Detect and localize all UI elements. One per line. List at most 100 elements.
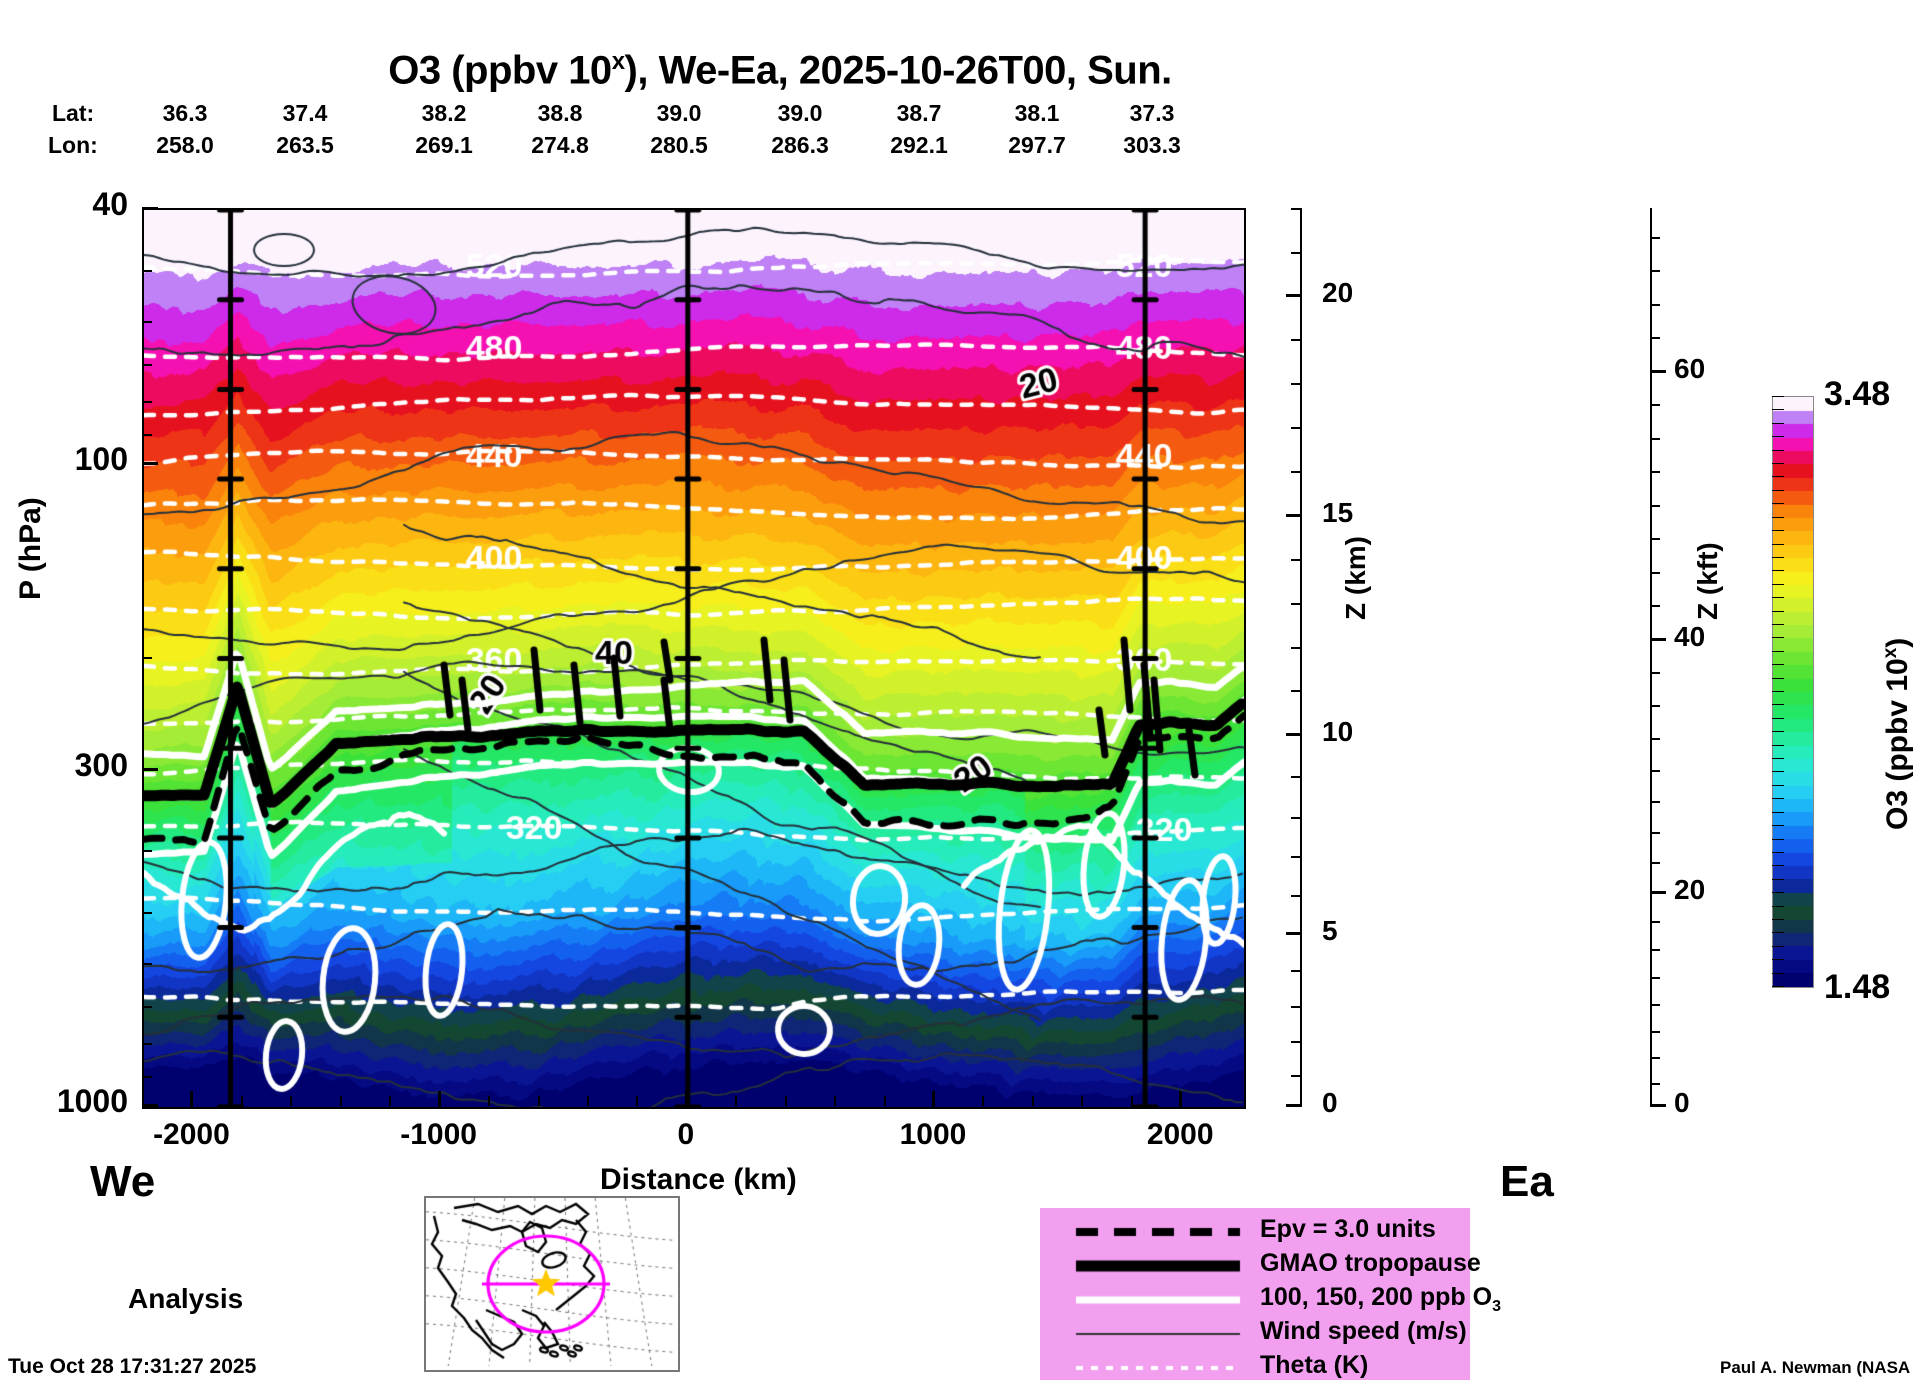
colorbar-tick — [1772, 436, 1784, 438]
lon-value: 263.5 — [276, 132, 334, 158]
axis-tick — [1291, 383, 1301, 386]
colorbar-tick — [1772, 463, 1784, 465]
axis-tick — [1650, 890, 1666, 894]
lat-value: 39.0 — [777, 100, 823, 126]
lon-value: 280.5 — [650, 132, 708, 158]
axis-tick — [1291, 471, 1301, 474]
colorbar-tick — [1772, 570, 1784, 572]
z-kft-axis-line — [1650, 208, 1652, 1105]
colorbar-tick — [1772, 731, 1784, 733]
colorbar-tick — [1772, 396, 1784, 397]
z-km-tick-label: 10 — [1322, 715, 1354, 747]
axis-tick — [1031, 1096, 1034, 1106]
axis-tick — [1650, 369, 1666, 373]
axis-tick — [1291, 559, 1301, 562]
legend-symbol-solid-thin-black — [1072, 1316, 1244, 1350]
axis-tick — [142, 401, 152, 404]
lon-value: 303.3 — [1123, 132, 1181, 158]
x-tick-label: 0 — [677, 1118, 695, 1151]
legend-label: Theta (K) — [1260, 1351, 1368, 1380]
colorbar-min-label: 1.48 — [1824, 968, 1891, 1006]
axis-tick — [1650, 1057, 1660, 1060]
cross-section-plot[interactable] — [142, 208, 1246, 1109]
axis-tick — [1081, 1096, 1084, 1106]
legend-label: GMAO tropopause — [1260, 1249, 1481, 1278]
colorbar-tick — [1772, 691, 1784, 692]
legend-symbol-solid-thick-black — [1072, 1248, 1244, 1282]
colorbar-tick — [1772, 972, 1784, 974]
lon-value: 269.1 — [415, 132, 473, 158]
legend-label-text: Wind speed (m/s) — [1260, 1317, 1467, 1345]
axis-tick — [1650, 737, 1660, 740]
legend-item: Epv = 3.0 units — [1040, 1214, 1470, 1248]
legend-item: Theta (K) — [1040, 1350, 1470, 1384]
axis-tick — [784, 1096, 787, 1106]
lat-value: 38.8 — [537, 100, 583, 126]
east-endpoint-label: Ea — [1500, 1157, 1554, 1206]
colorbar-tick — [1772, 677, 1784, 679]
lon-value: 274.8 — [531, 132, 589, 158]
lon-value: 292.1 — [890, 132, 948, 158]
colorbar-tick — [1772, 637, 1784, 639]
colorbar-tick — [1772, 704, 1784, 706]
colorbar-tick — [1772, 892, 1784, 894]
axis-tick — [1291, 603, 1301, 606]
axis-tick — [1650, 571, 1660, 574]
colorbar-tick — [1772, 878, 1784, 880]
colorbar-tick — [1772, 530, 1784, 532]
axis-tick — [142, 962, 152, 965]
z-kft-tick-label: 0 — [1674, 1087, 1690, 1118]
title-suffix: ), We-Ea, 2025-10-26T00, Sun. — [624, 48, 1173, 93]
x-tick-label: 1000 — [899, 1118, 967, 1151]
axis-tick — [1286, 294, 1302, 298]
inset-location-map[interactable] — [424, 1196, 680, 1372]
colorbar-tick — [1772, 516, 1784, 518]
axis-tick — [1286, 932, 1302, 936]
contour-overlay-canvas — [144, 210, 1244, 1107]
axis-tick — [684, 1091, 688, 1107]
axis-tick — [1291, 208, 1301, 210]
z-km-tick-label: 15 — [1322, 497, 1354, 529]
axis-tick — [1291, 339, 1301, 342]
axis-tick — [735, 1096, 738, 1106]
axis-tick — [240, 1096, 243, 1106]
analysis-label: Analysis — [128, 1283, 244, 1314]
z-kft-tick-label: 40 — [1674, 620, 1706, 652]
axis-tick — [636, 1096, 639, 1106]
lon-value: 297.7 — [1008, 132, 1066, 158]
timestamp-label: Tue Oct 28 17:31:27 2025 — [8, 1355, 257, 1378]
colorbar-canvas — [1773, 397, 1813, 987]
axis-tick — [142, 320, 152, 323]
colorbar-tick — [1772, 959, 1784, 961]
colorbar-title-suffix: ) — [1881, 637, 1914, 648]
axis-tick — [142, 363, 152, 366]
axis-tick — [1291, 775, 1301, 778]
lon-value: 286.3 — [771, 132, 829, 158]
axis-tick — [1291, 647, 1301, 649]
axis-tick — [1650, 672, 1660, 675]
axis-tick — [1650, 769, 1660, 772]
colorbar-tick — [1772, 905, 1784, 907]
axis-tick — [488, 1096, 491, 1106]
title-prefix: O3 (ppbv 10 — [388, 48, 612, 93]
legend-item: 100, 150, 200 ppb O3 — [1040, 1282, 1501, 1316]
lat-value: 37.3 — [1129, 100, 1175, 126]
legend-label: Wind speed (m/s) — [1260, 1317, 1467, 1346]
colorbar-tick — [1772, 409, 1784, 411]
axis-tick — [1291, 251, 1301, 254]
colorbar-tick — [1772, 811, 1784, 813]
z-km-axis-line — [1300, 208, 1302, 1105]
axis-tick — [142, 1042, 152, 1045]
legend-item: GMAO tropopause — [1040, 1248, 1481, 1282]
axis-tick — [1650, 471, 1660, 474]
y-axis-title: P (hPa) — [14, 497, 47, 600]
axis-tick — [1291, 816, 1301, 819]
axis-tick — [142, 207, 158, 210]
z-kft-tick-label: 20 — [1674, 873, 1706, 905]
axis-tick — [142, 849, 152, 852]
axis-tick — [1650, 605, 1660, 608]
axis-tick — [1650, 862, 1660, 865]
axis-tick — [982, 1096, 985, 1106]
axis-tick — [1291, 1040, 1301, 1043]
axis-tick — [142, 1104, 158, 1107]
